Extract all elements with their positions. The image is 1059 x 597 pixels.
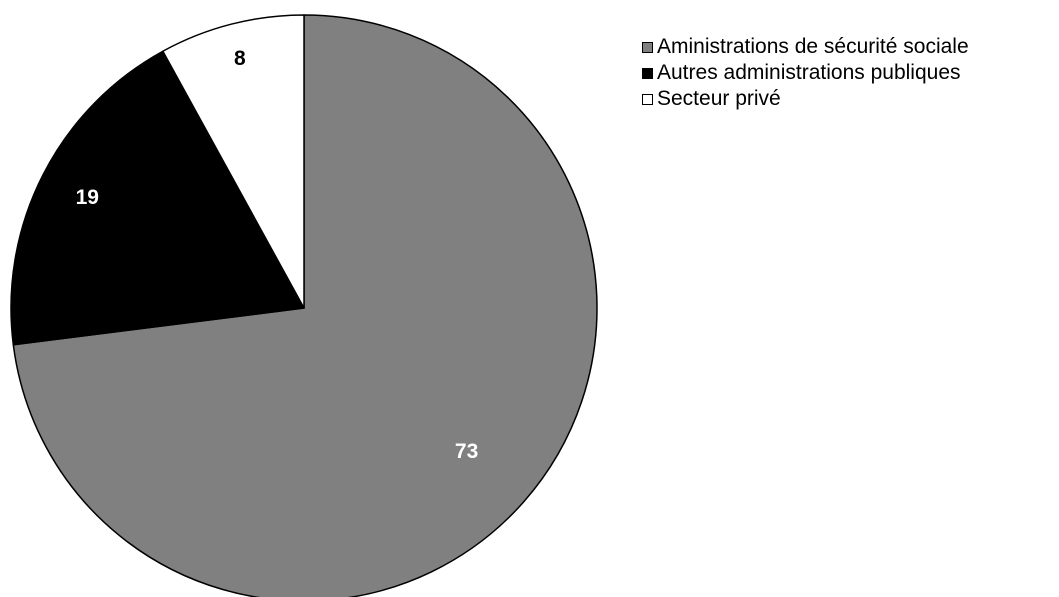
data-label-secteur-prive: 8 [234,47,246,70]
legend-label-securite-sociale: Aministrations de sécurité sociale [657,35,969,58]
pie-slice-secteur-prive [162,14,305,309]
legend-swatch-autres-administrations [642,67,653,79]
pie-slice-securite-sociale [12,14,598,597]
legend-item-securite-sociale: Aministrations de sécurité sociale [642,34,969,60]
legend-item-secteur-prive: Secteur privé [642,86,969,112]
legend-label-secteur-prive: Secteur privé [657,87,781,110]
data-label-securite-sociale: 73 [455,440,478,463]
legend-swatch-securite-sociale [642,41,653,53]
pie-slice-autres-administrations [10,50,305,346]
data-label-autres-administrations: 19 [76,186,99,209]
legend: Aministrations de sécurité sociale Autre… [642,34,969,112]
legend-item-autres-administrations: Autres administrations publiques [642,60,969,86]
legend-swatch-secteur-prive [642,93,653,105]
legend-label-autres-administrations: Autres administrations publiques [657,61,961,84]
